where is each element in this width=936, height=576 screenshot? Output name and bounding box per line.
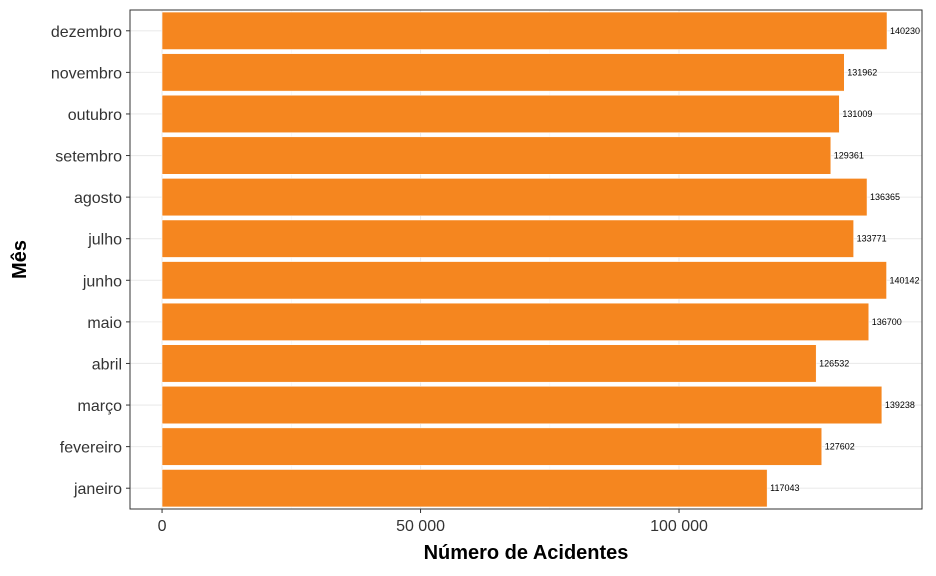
y-tick-label-julho: julho [87,232,122,249]
y-tick-label-outubro: outubro [68,107,122,124]
bar-junho [161,261,887,300]
value-label-dezembro: 140230 [890,26,920,36]
x-tick-label: 0 [158,518,167,535]
y-axis-title: Mês [9,240,31,279]
bar-outubro [161,94,840,133]
x-axis-title: Número de Acidentes [424,542,629,564]
y-tick-label-setembro: setembro [55,149,122,166]
bar-setembro [161,136,832,175]
value-label-abril: 126532 [819,358,849,368]
y-tick-label-março: março [78,398,123,415]
plot-panel-border [129,9,923,510]
y-axis: janeiro fevereiro março abril maio junho julho… [51,24,130,498]
value-label-janeiro: 117043 [770,483,799,493]
y-tick-label-dezembro: dezembro [51,24,122,41]
bar-dezembro [161,11,888,50]
bar-fevereiro [161,427,822,466]
bar-novembro [161,53,845,92]
bar-janeiro [161,469,768,508]
value-labels: 117043 127602 139238 126532 136700 140142 1337… [770,26,920,493]
y-tick-label-novembro: novembro [51,65,122,82]
value-label-julho: 133771 [857,234,887,244]
bar-julho [161,219,854,258]
value-label-maio: 136700 [872,317,902,327]
x-tick-label: 100 000 [650,518,708,535]
bar-agosto [161,178,868,217]
y-tick-label-abril: abril [92,356,122,373]
y-tick-label-janeiro: janeiro [73,481,122,498]
x-axis: 0 50 000 100 000 [158,509,708,535]
value-label-novembro: 131962 [847,67,877,77]
bar-maio [161,302,870,341]
x-tick-label: 50 000 [396,518,445,535]
bar-abril [161,344,817,383]
value-label-setembro: 129361 [834,151,864,161]
y-tick-label-junho: junho [82,273,122,290]
bars [161,11,888,508]
value-label-outubro: 131009 [842,109,872,119]
value-label-agosto: 136365 [870,192,900,202]
value-label-junho: 140142 [890,275,920,285]
bar-março [161,386,883,425]
y-tick-label-agosto: agosto [74,190,122,207]
value-label-março: 139238 [885,400,915,410]
y-tick-label-maio: maio [87,315,122,332]
value-label-fevereiro: 127602 [825,442,855,452]
y-tick-label-fevereiro: fevereiro [60,440,122,457]
